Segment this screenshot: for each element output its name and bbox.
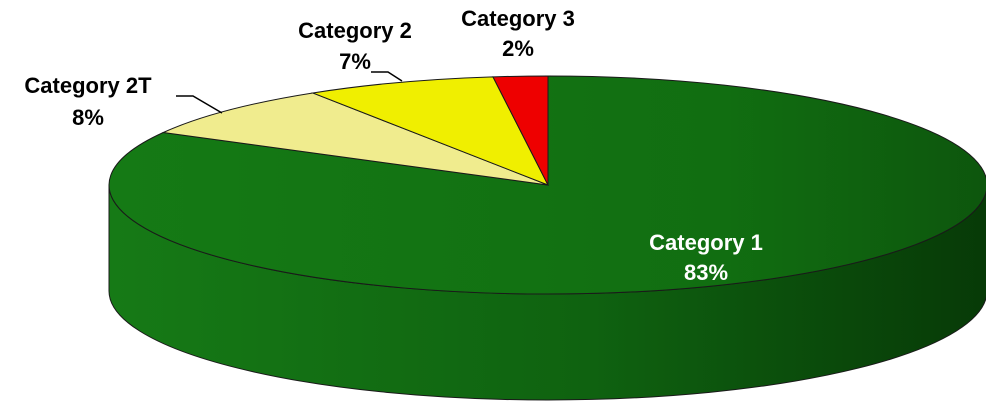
label-category-2t: Category 2T: [24, 73, 152, 98]
pie-slice-category-2: [310, 76, 550, 186]
value-category-2t: 8%: [72, 105, 104, 130]
value-category-1: 83%: [684, 260, 728, 285]
value-category-3: 2%: [502, 36, 534, 61]
pie-slice-category-2t: [161, 92, 549, 186]
leader-line-category-2t: [176, 95, 223, 114]
label-category-1: Category 1: [649, 230, 763, 255]
label-category-3: Category 3: [461, 6, 575, 31]
value-category-2: 7%: [339, 49, 371, 74]
leader-line-category-2: [371, 71, 403, 82]
label-category-2: Category 2: [298, 18, 412, 43]
pie-slice-category-3: [492, 75, 549, 186]
